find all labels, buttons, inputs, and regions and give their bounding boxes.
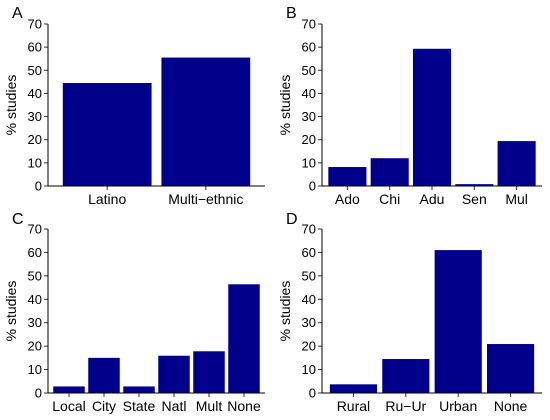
x-tick-label: Sen — [462, 191, 487, 207]
x-tick-label: City — [92, 398, 116, 414]
x-tick-label: Chi — [379, 191, 400, 207]
y-tick-label: 30 — [28, 109, 42, 124]
x-tick-label: Adu — [420, 191, 445, 207]
y-tick-label: 30 — [302, 109, 316, 124]
bar-chi — [370, 158, 409, 186]
bar-natl — [158, 355, 190, 393]
y-tick-label: 70 — [302, 222, 316, 237]
y-tick-label: 60 — [28, 40, 42, 55]
x-tick-label: Mul — [505, 191, 528, 207]
panel-b: B % studies 0 10 20 30 40 50 60 70 Ado Chi Adu Sen Mul — [277, 5, 542, 207]
y-tick-label: 50 — [28, 268, 42, 283]
x-tick-label: Natl — [162, 398, 187, 414]
bar-local — [53, 386, 85, 393]
bar-urban — [434, 250, 482, 393]
bar-sen — [455, 184, 494, 186]
y-tick-label: 70 — [28, 222, 42, 237]
x-tick-label: Ado — [335, 191, 360, 207]
y-tick-label: 0 — [309, 179, 316, 194]
y-tick-label: 30 — [302, 315, 316, 330]
bar-ado — [328, 167, 367, 186]
bar-latino — [62, 83, 152, 186]
y-tick-label: 40 — [302, 292, 316, 307]
y-tick-label: 0 — [35, 386, 42, 401]
y-tick-label: 40 — [302, 86, 316, 101]
y-tick-label: 50 — [302, 63, 316, 78]
y-axis-label: % studies — [3, 75, 19, 136]
x-tick-label: Mult — [196, 398, 223, 414]
panel-a: A % studies 0 10 20 30 40 50 60 70 Latino Multi−eth… — [3, 5, 265, 207]
bar-ru-ur — [382, 359, 430, 393]
y-tick-label: 40 — [28, 86, 42, 101]
y-tick-label: 20 — [28, 339, 42, 354]
y-tick-label: 60 — [302, 40, 316, 55]
bar-multi-ethnic — [161, 57, 251, 186]
y-axis-label: % studies — [277, 281, 293, 342]
y-tick-label: 0 — [309, 386, 316, 401]
y-tick-label: 0 — [35, 179, 42, 194]
y-tick-label: 70 — [28, 17, 42, 32]
panel-letter-b: B — [286, 5, 297, 22]
panel-letter-c: C — [12, 211, 24, 228]
bar-rural — [329, 384, 377, 393]
bar-city — [88, 357, 120, 393]
bar-mult — [193, 351, 225, 393]
y-tick-label: 60 — [302, 245, 316, 260]
panel-letter-a: A — [12, 5, 23, 22]
bar-state — [123, 386, 155, 393]
y-tick-label: 60 — [28, 245, 42, 260]
x-tick-label: State — [123, 398, 156, 414]
y-tick-label: 20 — [302, 339, 316, 354]
x-tick-label: Ru−Ur — [385, 398, 426, 414]
y-tick-label: 10 — [302, 155, 316, 170]
bar-adu — [412, 48, 452, 187]
x-tick-label: Rural — [337, 398, 370, 414]
x-tick-label: Latino — [88, 191, 126, 207]
x-tick-label: None — [227, 398, 261, 414]
y-tick-label: 10 — [28, 155, 42, 170]
y-tick-label: 10 — [302, 362, 316, 377]
y-tick-label: 20 — [28, 132, 42, 147]
bar-mul — [497, 141, 536, 186]
bar-none — [487, 344, 535, 393]
y-axis-label: % studies — [277, 75, 293, 136]
bar-none — [228, 284, 260, 393]
x-tick-label: Local — [52, 398, 85, 414]
y-tick-label: 20 — [302, 132, 316, 147]
panel-letter-d: D — [286, 211, 298, 228]
y-tick-label: 70 — [302, 17, 316, 32]
panel-d: D % studies 0 10 20 30 40 50 60 70 Rural Ru−Ur Urban… — [277, 211, 542, 414]
x-tick-label: Urban — [439, 398, 477, 414]
y-tick-label: 40 — [28, 292, 42, 307]
y-tick-label: 30 — [28, 315, 42, 330]
y-tick-label: 50 — [302, 268, 316, 283]
x-tick-label: None — [494, 398, 528, 414]
panel-c: C % studies 0 10 20 30 40 50 60 70 Local City State N… — [3, 211, 265, 414]
y-tick-label: 50 — [28, 63, 42, 78]
y-axis-label: % studies — [3, 281, 19, 342]
y-tick-label: 10 — [28, 362, 42, 377]
x-tick-label: Multi−ethnic — [168, 191, 243, 207]
